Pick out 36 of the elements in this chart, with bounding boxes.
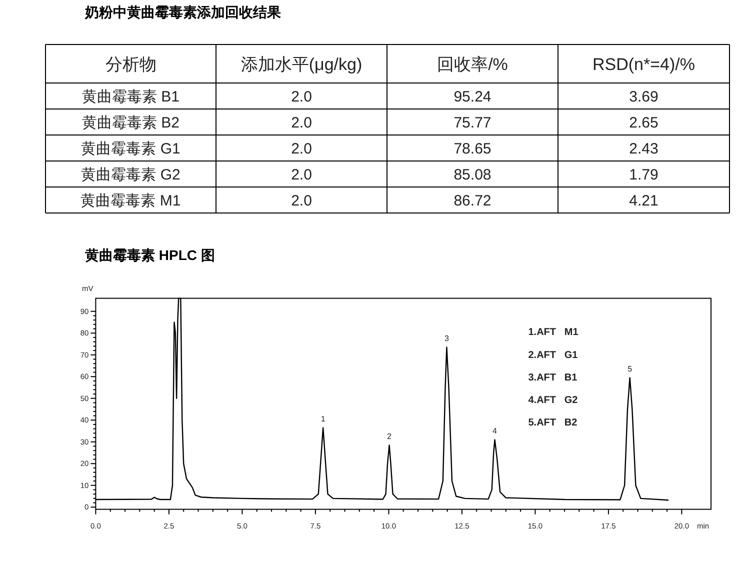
annotation: 1.AFT M1 — [528, 327, 579, 338]
text: 2.0 — [291, 166, 312, 184]
annotation: 5.AFT B2 — [528, 418, 578, 429]
text: 3.69 — [629, 88, 658, 106]
category-label: 分析物 — [105, 54, 156, 74]
category-label: 添加水平(μg/kg) — [240, 54, 362, 74]
text: 1.79 — [629, 166, 658, 184]
text: 86.72 — [454, 192, 492, 210]
text: 75.77 — [454, 114, 492, 132]
text: 黄曲霉毒素 G1 — [81, 140, 180, 158]
annotation: 5 — [628, 364, 633, 374]
text: 95.24 — [454, 88, 492, 106]
text: 2.43 — [629, 140, 658, 158]
annotation: 1 — [320, 414, 326, 424]
annotation: 2.AFT G1 — [528, 350, 578, 361]
text: 奶粉中黄曲霉毒素添加回收结果 — [84, 4, 282, 20]
text: 黄曲霉毒素 B2 — [82, 114, 180, 132]
text: 黄曲霉毒素 B1 — [82, 88, 180, 106]
category-label: 回收率/% — [437, 54, 508, 74]
category-label: RSD(n*=4)/% — [592, 54, 696, 74]
text: 黄曲霉毒素 M1 — [80, 192, 181, 210]
annotation: 3.AFT B1 — [528, 372, 578, 384]
annotation: 3 — [444, 334, 450, 344]
text: 78.65 — [454, 140, 492, 158]
text: 4.21 — [629, 192, 658, 210]
annotation: 2 — [387, 432, 392, 442]
text: 2.0 — [291, 114, 312, 132]
text: 85.08 — [454, 166, 492, 184]
annotation: 4.AFT G2 — [528, 394, 578, 406]
text: 2.0 — [291, 88, 312, 106]
text: 2.0 — [291, 140, 312, 158]
text: 2.65 — [629, 114, 658, 132]
chart-title: 黄曲霉毒素 HPLC 图 — [84, 247, 215, 263]
text: 2.0 — [291, 192, 312, 210]
annotation: 4 — [492, 426, 498, 436]
text: 黄曲霉毒素 G2 — [81, 166, 180, 184]
